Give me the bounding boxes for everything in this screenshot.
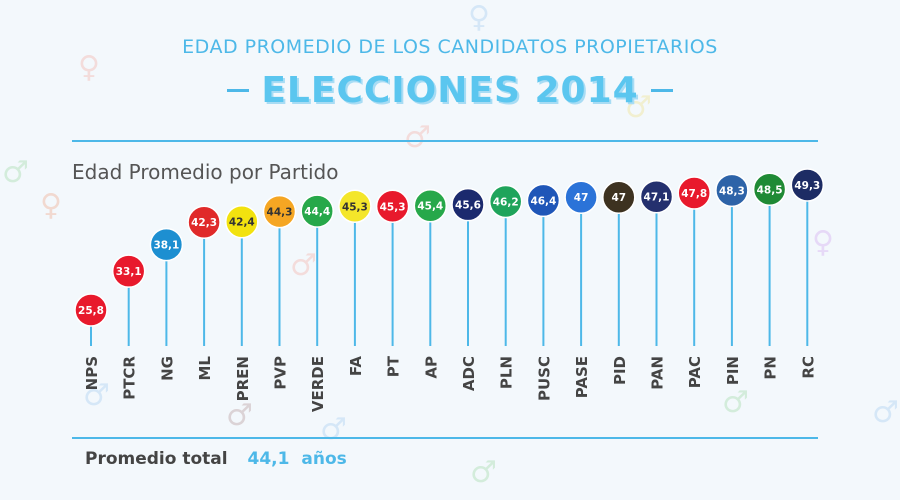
data-point-pn (752, 172, 787, 207)
person-icon: ♂ (290, 248, 317, 283)
data-point-ptcr (111, 254, 146, 288)
category-label-pvp: PVP (272, 356, 290, 390)
bottom-divider (72, 437, 818, 439)
person-icon: ♂ (320, 412, 347, 447)
category-label-nps: NPS (83, 356, 101, 390)
total-average-label: Promedio total (85, 449, 228, 469)
data-label: 47 (611, 192, 626, 204)
data-point-pren (225, 204, 259, 239)
person-icon: ♀ (78, 50, 100, 85)
category-label-ptcr: PTCR (121, 356, 139, 400)
total-average-unit: años (301, 449, 347, 469)
total-average-value: 44,1 (247, 449, 290, 469)
category-label-pac: PAC (686, 356, 704, 388)
page-title: ELECCIONES 2014 (261, 70, 639, 111)
data-label: 48,5 (757, 184, 783, 196)
title-dash-right (650, 89, 673, 92)
data-label: 38,1 (153, 240, 179, 252)
data-label: 45,4 (417, 201, 443, 213)
person-icon: ♂ (470, 455, 497, 490)
category-label-pt: PT (385, 355, 403, 377)
category-label-adc: ADC (460, 356, 478, 391)
chart-title: Edad Promedio por Partido (72, 160, 339, 184)
data-point-pt (375, 189, 410, 224)
data-label: 49,3 (794, 180, 820, 192)
category-label-ml: ML (196, 356, 214, 381)
person-icon: ♂ (226, 398, 253, 433)
person-icon: ♀ (40, 188, 62, 223)
data-point-pid (602, 180, 636, 214)
top-divider (72, 140, 818, 142)
data-label: 44,3 (267, 207, 293, 219)
data-label: 47 (574, 192, 589, 204)
data-point-pin (715, 173, 749, 208)
category-label-verde: VERDE (309, 356, 327, 412)
title-row: ELECCIONES 2014 (0, 70, 900, 111)
supertitle: EDAD PROMEDIO DE LOS CANDIDATOS PROPIETA… (182, 36, 718, 58)
data-point-adc (451, 187, 485, 222)
data-point-ap (413, 188, 448, 223)
data-point-fa (338, 189, 372, 224)
data-label: 46,4 (530, 195, 556, 207)
data-label: 45,3 (380, 201, 406, 213)
total-average: Promedio total 44,1 años (85, 449, 347, 469)
person-icon: ♂ (722, 385, 749, 420)
data-label: 44,4 (304, 206, 330, 218)
person-icon: ♂ (2, 155, 29, 190)
data-point-ng (149, 227, 184, 262)
data-label: 47,8 (681, 188, 707, 200)
data-point-rc (790, 168, 825, 202)
title-dash-left (227, 89, 250, 92)
person-icon: ♀ (812, 225, 834, 260)
data-point-pase (564, 180, 598, 214)
category-label-pase: PASE (573, 356, 591, 398)
data-point-verde (300, 194, 334, 228)
person-icon: ♂ (625, 90, 652, 125)
data-point-pusc (526, 183, 561, 218)
data-label: 46,2 (493, 196, 519, 208)
data-point-ml (187, 205, 221, 239)
data-point-pac (677, 176, 711, 210)
data-label: 42,3 (191, 217, 217, 229)
category-label-ng: NG (158, 356, 176, 381)
person-icon: ♂ (872, 395, 899, 430)
person-icon: ♂ (404, 120, 431, 155)
category-label-pn: PN (762, 356, 780, 380)
category-label-pusc: PUSC (535, 356, 553, 401)
person-icon: ♀ (468, 0, 490, 35)
category-label-pan: PAN (649, 356, 667, 390)
data-label: 48,3 (719, 185, 745, 197)
data-label: 33,1 (116, 266, 142, 278)
category-label-rc: RC (799, 356, 817, 379)
category-label-ap: AP (422, 356, 440, 379)
data-label: 25,8 (78, 305, 104, 317)
data-point-pvp (262, 194, 297, 229)
data-label: 47,1 (644, 192, 670, 204)
category-label-pin: PIN (724, 356, 742, 385)
category-label-pln: PLN (498, 356, 516, 389)
data-point-nps (74, 293, 108, 327)
category-label-fa: FA (347, 356, 365, 377)
person-icon: ♂ (83, 378, 110, 413)
category-label-pid: PID (611, 356, 629, 385)
data-label: 45,3 (342, 201, 368, 213)
data-point-pan (639, 179, 674, 214)
data-label: 42,4 (229, 217, 255, 229)
data-label: 45,6 (455, 200, 481, 212)
category-label-pren: PREN (234, 356, 252, 401)
data-point-pln (488, 184, 523, 219)
